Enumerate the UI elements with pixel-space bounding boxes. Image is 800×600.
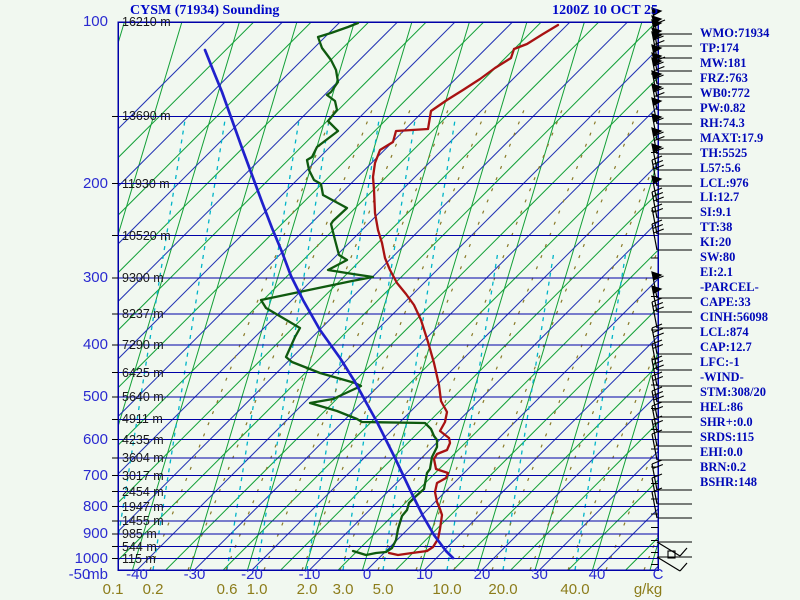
height-label: 8237 m xyxy=(122,306,164,321)
panel-line: LCL:874 xyxy=(700,325,749,340)
height-label: 9300 m xyxy=(122,271,164,286)
panel-line: RH:74.3 xyxy=(700,115,745,130)
height-label: 4235 m xyxy=(122,432,164,447)
pressure-label: 600 xyxy=(82,430,108,448)
panel-line: SI:9.1 xyxy=(700,205,732,220)
panel-line: KI:20 xyxy=(700,235,732,250)
temperature-trace xyxy=(371,23,560,557)
panel-line: EI:2.1 xyxy=(700,265,733,280)
height-label: 13690 m xyxy=(122,109,171,124)
isobar-lines xyxy=(112,21,659,571)
temp-tick-label: 40 xyxy=(588,566,606,583)
pressure-label: 700 xyxy=(82,466,108,484)
temp-tick-label: -40 xyxy=(126,566,148,583)
mixing-ratio-label: 5.0 xyxy=(372,581,394,598)
mixing-ratio-label: 1.0 xyxy=(246,581,268,598)
panel-line: LFC:-1 xyxy=(700,354,740,369)
panel-line: -WIND- xyxy=(700,369,744,384)
panel-line: SHR+:0.0 xyxy=(700,414,753,429)
panel-line: TH:5525 xyxy=(700,145,748,160)
surface-station-marker xyxy=(667,550,676,559)
panel-line: FRZ:763 xyxy=(700,70,748,85)
valid-time-label: 1200Z 10 OCT 25 xyxy=(552,3,658,18)
mixing-ratio-label: 3.0 xyxy=(332,581,354,598)
pressure-label: 100 xyxy=(82,13,108,30)
pressure-label: 300 xyxy=(82,269,108,287)
page-title: CYSM (71934) Sounding xyxy=(130,3,280,18)
mixing-ratio-label: 40.0 xyxy=(560,581,590,598)
height-label: 985 m xyxy=(122,527,157,542)
dewpoint-trace xyxy=(259,22,439,557)
height-label: 544 m xyxy=(122,539,157,554)
pressure-label: 200 xyxy=(82,174,108,192)
panel-line: MAXT:17.9 xyxy=(700,130,764,145)
mixing-ratio-label: 10.0 xyxy=(432,581,462,598)
mixing-ratio-label: 20.0 xyxy=(488,581,518,598)
height-label: 5640 m xyxy=(122,390,164,405)
pressure-label: 500 xyxy=(82,388,108,406)
pressure-label: 800 xyxy=(82,497,108,515)
panel-line: EHI:0.0 xyxy=(700,444,743,459)
height-label: 3604 m xyxy=(122,451,164,466)
panel-line: LI:12.7 xyxy=(700,190,740,205)
temp-tick-label: 20 xyxy=(473,566,491,583)
panel-line: LCL:976 xyxy=(700,175,749,190)
panel-line: WB0:772 xyxy=(700,85,750,100)
pressure-label: 1000 xyxy=(74,549,108,567)
height-label: 2454 m xyxy=(122,484,164,499)
mixing-unit-label: g/kg xyxy=(633,581,663,598)
height-label: 7290 m xyxy=(122,338,164,353)
indices-panel: WMO:71934 TP:174 MW:181 FRZ:763 WB0:772 PW:0.… xyxy=(700,26,800,490)
height-label: 4911 m xyxy=(122,412,163,427)
pressure-label: 400 xyxy=(82,336,108,354)
panel-line: HEL:86 xyxy=(700,399,744,414)
mixing-ratio-label: 2.0 xyxy=(296,581,318,598)
panel-line: -PARCEL- xyxy=(700,280,759,295)
background-grid xyxy=(118,22,658,570)
panel-line: BRN:0.2 xyxy=(700,459,747,474)
panel-line: STM:308/20 xyxy=(700,384,766,399)
temp-tick-label: -30 xyxy=(183,566,206,583)
parcel-trace xyxy=(203,48,455,560)
panel-line: CAP:12.7 xyxy=(700,340,752,355)
panel-line: SRDS:115 xyxy=(700,429,755,444)
panel-line: TP:174 xyxy=(700,40,739,55)
temp-tick-label: -20 xyxy=(241,566,263,583)
temp-tick-label: 0 xyxy=(362,566,372,583)
panel-line: BSHR:148 xyxy=(700,474,757,489)
wind-barb-column xyxy=(651,7,692,572)
mixing-ratio-label: 0.1 xyxy=(102,581,124,598)
height-label: 11930 m xyxy=(122,176,170,191)
height-label: 3017 m xyxy=(122,468,164,483)
height-label: 1455 m xyxy=(122,513,164,528)
height-label: 6425 m xyxy=(122,365,164,380)
height-label: 16210 m xyxy=(122,15,171,29)
pressure-unit-label: mb xyxy=(87,566,108,583)
panel-line: TT:38 xyxy=(700,220,733,235)
panel-line: PW:0.82 xyxy=(700,100,746,115)
height-label: 115 m xyxy=(122,551,156,566)
temp-tick-label: -10 xyxy=(298,566,321,583)
temp-unit-label: C xyxy=(652,566,664,583)
height-label: 10520 m xyxy=(122,228,171,243)
temp-tick-label: 30 xyxy=(531,566,548,583)
mixing-ratio-label: 0.6 xyxy=(216,581,238,598)
panel-line: L57:5.6 xyxy=(700,160,741,175)
panel-line: SW:80 xyxy=(700,250,736,265)
pressure-label: 900 xyxy=(82,525,108,543)
temp-tick-label: -50 xyxy=(68,566,91,583)
mixing-ratio-label: 0.2 xyxy=(142,581,164,598)
temp-tick-label: 10 xyxy=(416,566,433,583)
height-label: 1947 m xyxy=(122,499,164,514)
panel-line: WMO:71934 xyxy=(700,26,770,40)
plot-frame xyxy=(117,21,659,571)
panel-line: MW:181 xyxy=(700,55,747,70)
panel-line: CINH:56098 xyxy=(700,310,769,325)
panel-line: CAPE:33 xyxy=(700,295,751,310)
